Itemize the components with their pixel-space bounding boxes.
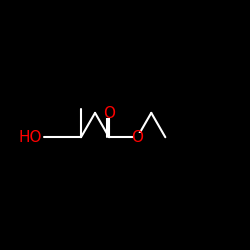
Text: HO: HO xyxy=(18,130,42,145)
Text: O: O xyxy=(131,130,143,145)
Bar xyxy=(106,109,112,118)
Text: O: O xyxy=(103,106,115,121)
Bar xyxy=(134,132,141,142)
